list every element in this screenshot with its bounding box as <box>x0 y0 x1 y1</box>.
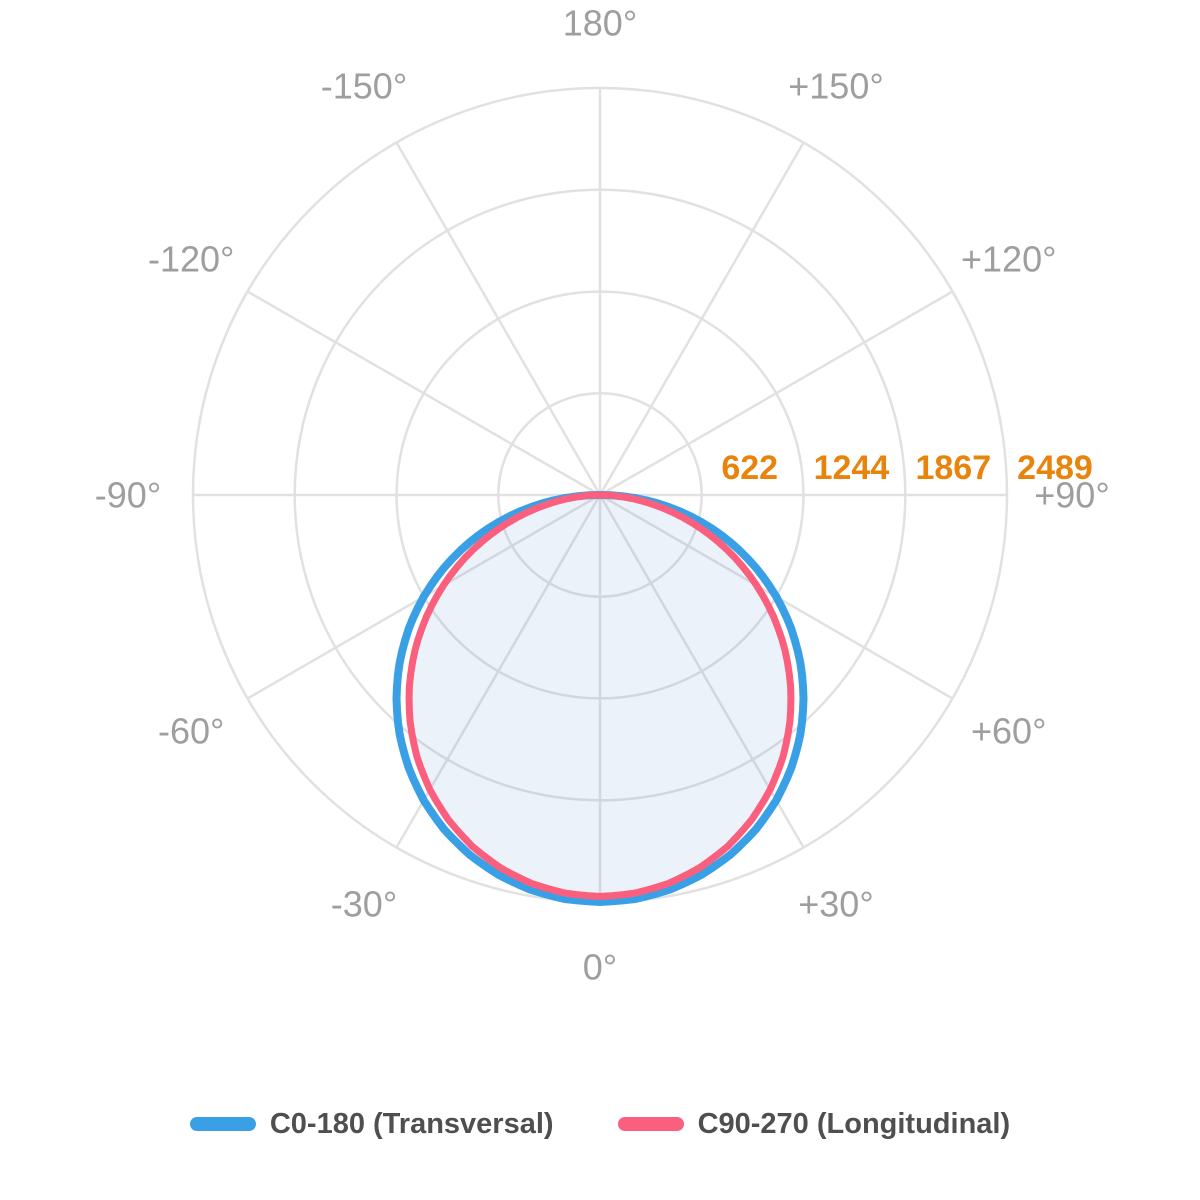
angle-tick-label: +120° <box>961 239 1056 280</box>
radial-tick-label: 1867 <box>915 449 991 487</box>
angle-tick-label: -30° <box>331 883 397 924</box>
grid-spoke <box>395 141 602 496</box>
polar-chart-canvas: 180° -150° +150° -120° +120° -90° +90° -60° +60°… <box>95 3 1110 988</box>
angle-tick-label: +150° <box>788 66 883 107</box>
legend-label-c0-180: C0-180 (Transversal) <box>269 1107 554 1140</box>
chart-legend: C0-180 (Transversal) C90-270 (Longitudin… <box>0 1100 1200 1148</box>
radial-tick-label: 622 <box>721 449 778 487</box>
grid-spoke <box>599 290 954 497</box>
legend-item-c90-270[interactable]: C90-270 (Longitudinal) <box>617 1107 1011 1140</box>
series-c90-270-curve <box>405 491 795 900</box>
legend-swatch-c0-180 <box>189 1117 256 1131</box>
angle-tick-label: +60° <box>971 711 1046 752</box>
angle-tick-label: 180° <box>563 3 637 44</box>
grid-spoke <box>246 290 601 497</box>
legend-swatch-c90-270 <box>617 1117 684 1131</box>
luminaire-polar-chart: 180° -150° +150° -120° +120° -90° +90° -60° +60°… <box>95 3 1110 988</box>
radial-tick-label: 2489 <box>1017 449 1093 487</box>
angle-tick-label: +30° <box>798 883 873 924</box>
grid-spoke <box>598 141 805 496</box>
angle-tick-label: -120° <box>148 239 234 280</box>
angle-tick-label: -90° <box>95 475 161 516</box>
angle-tick-label: 0° <box>583 947 617 988</box>
legend-item-c0-180[interactable]: C0-180 (Transversal) <box>189 1107 554 1140</box>
angle-tick-label: +90° <box>1034 475 1109 516</box>
angle-tick-label: -150° <box>321 66 407 107</box>
radial-tick-label: 1244 <box>814 449 890 487</box>
legend-label-c90-270: C90-270 (Longitudinal) <box>697 1107 1011 1140</box>
series-c0-180-curve <box>392 491 808 906</box>
angle-tick-label: -60° <box>158 711 224 752</box>
